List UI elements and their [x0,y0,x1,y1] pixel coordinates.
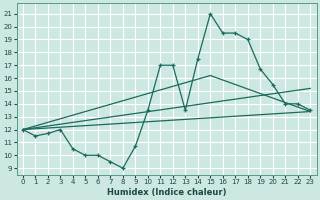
X-axis label: Humidex (Indice chaleur): Humidex (Indice chaleur) [107,188,226,197]
